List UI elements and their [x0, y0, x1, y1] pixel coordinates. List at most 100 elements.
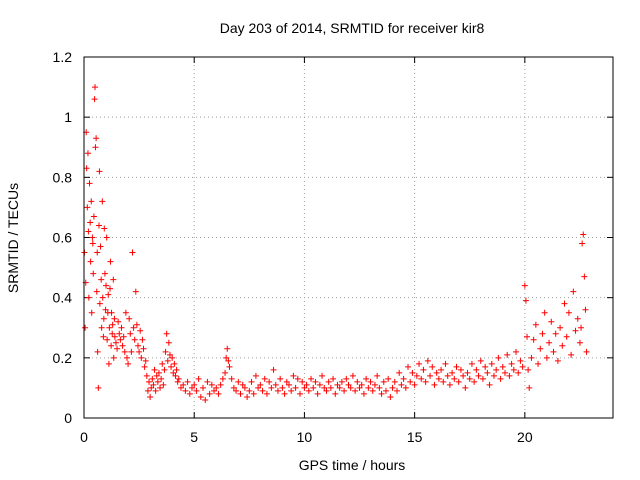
data-point — [321, 384, 328, 391]
data-point — [535, 360, 542, 367]
data-point — [215, 390, 222, 397]
data-point — [270, 366, 277, 373]
data-point — [151, 366, 158, 373]
data-point — [396, 369, 403, 376]
data-point — [140, 345, 147, 352]
data-point — [122, 309, 129, 316]
data-point — [169, 354, 176, 361]
data-point — [217, 381, 224, 388]
data-point — [385, 375, 392, 382]
data-point — [462, 384, 469, 391]
data-point — [222, 369, 229, 376]
data-point — [371, 381, 378, 388]
data-point — [93, 288, 100, 295]
data-point — [173, 366, 180, 373]
data-point — [132, 288, 139, 295]
data-point — [263, 390, 270, 397]
data-point — [517, 357, 524, 364]
data-point — [398, 381, 405, 388]
data-point — [165, 339, 172, 346]
data-point — [130, 324, 137, 331]
data-point — [365, 384, 372, 391]
data-point — [111, 333, 118, 340]
data-point — [285, 381, 292, 388]
data-point — [464, 369, 471, 376]
data-point — [319, 372, 326, 379]
data-point — [473, 366, 480, 373]
data-point — [576, 339, 583, 346]
data-point — [323, 387, 330, 394]
plot-frame — [83, 56, 614, 419]
data-point — [338, 378, 345, 385]
data-point — [110, 354, 117, 361]
data-point — [582, 306, 589, 313]
data-point — [382, 387, 389, 394]
data-point — [139, 336, 146, 343]
data-point — [352, 387, 359, 394]
data-point — [424, 357, 431, 364]
data-point — [292, 384, 299, 391]
data-point — [356, 384, 363, 391]
data-point — [170, 369, 177, 376]
data-point — [422, 378, 429, 385]
data-point — [522, 297, 529, 304]
data-point — [149, 375, 156, 382]
data-point — [457, 366, 464, 373]
data-point — [393, 387, 400, 394]
data-point — [400, 375, 407, 382]
data-point — [225, 357, 232, 364]
data-point — [182, 387, 189, 394]
data-point — [133, 321, 140, 328]
data-point — [583, 348, 590, 355]
data-point — [110, 276, 117, 283]
data-point — [123, 354, 130, 361]
data-point — [184, 378, 191, 385]
data-point — [433, 369, 440, 376]
data-point — [301, 384, 308, 391]
data-point — [581, 273, 588, 280]
data-point — [112, 339, 119, 346]
data-point — [409, 369, 416, 376]
data-point — [88, 309, 95, 316]
data-point — [303, 381, 310, 388]
data-point — [223, 354, 230, 361]
data-point — [153, 372, 160, 379]
data-point — [162, 348, 169, 355]
data-point — [84, 150, 91, 157]
data-point — [268, 384, 275, 391]
data-point — [405, 363, 412, 370]
data-point — [493, 366, 500, 373]
data-point — [164, 357, 171, 364]
data-point — [460, 372, 467, 379]
data-point — [104, 336, 111, 343]
data-point — [310, 384, 317, 391]
data-point — [565, 309, 572, 316]
data-point — [224, 345, 231, 352]
data-point — [358, 381, 365, 388]
data-point — [177, 384, 184, 391]
data-point — [83, 165, 90, 172]
data-point — [354, 378, 361, 385]
data-point — [580, 231, 587, 238]
data-point — [570, 288, 577, 295]
data-point — [101, 225, 108, 232]
y-tick-label: 1 — [64, 109, 72, 125]
data-point — [100, 333, 107, 340]
data-point — [99, 294, 106, 301]
data-point — [299, 378, 306, 385]
data-point — [87, 258, 94, 265]
data-point — [376, 384, 383, 391]
data-point — [195, 375, 202, 382]
data-point — [297, 390, 304, 397]
data-point — [308, 375, 315, 382]
data-point — [341, 387, 348, 394]
data-point — [91, 96, 98, 103]
data-point — [294, 375, 301, 382]
data-point — [200, 384, 207, 391]
data-point — [561, 300, 568, 307]
x-tick-label: 0 — [80, 429, 88, 445]
data-point — [92, 144, 99, 151]
data-point — [466, 375, 473, 382]
data-point — [446, 381, 453, 388]
data-point — [369, 387, 376, 394]
